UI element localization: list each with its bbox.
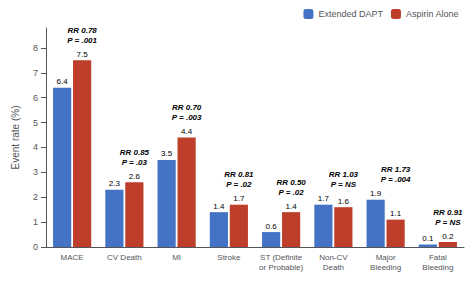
svg-text:3: 3 — [33, 167, 38, 177]
svg-text:1.4: 1.4 — [286, 202, 298, 211]
svg-text:1: 1 — [33, 217, 38, 227]
svg-text:RR 1.03: RR 1.03 — [329, 170, 359, 179]
svg-text:1.7: 1.7 — [233, 194, 245, 203]
svg-text:RR 0.50: RR 0.50 — [276, 178, 306, 187]
svg-text:Death: Death — [323, 263, 344, 272]
svg-text:P = .02: P = .02 — [278, 188, 304, 197]
svg-text:RR 0.91: RR 0.91 — [433, 208, 463, 217]
svg-text:Event rate (%): Event rate (%) — [10, 106, 21, 170]
svg-text:4: 4 — [33, 142, 38, 152]
svg-text:MI: MI — [172, 253, 181, 262]
svg-text:8: 8 — [33, 43, 38, 53]
svg-text:P = .001: P = .001 — [67, 36, 97, 45]
svg-text:P = .03: P = .03 — [122, 158, 148, 167]
svg-text:4.4: 4.4 — [181, 127, 193, 136]
svg-text:3.5: 3.5 — [161, 149, 173, 158]
svg-text:P = .004: P = .004 — [381, 175, 411, 184]
svg-text:2.3: 2.3 — [109, 179, 121, 188]
svg-text:6.4: 6.4 — [57, 77, 69, 86]
svg-text:MACE: MACE — [61, 253, 84, 262]
svg-text:1.1: 1.1 — [390, 209, 402, 218]
svg-text:Stroke: Stroke — [217, 253, 241, 262]
svg-text:0.6: 0.6 — [266, 222, 278, 231]
svg-text:0.2: 0.2 — [442, 232, 454, 241]
svg-text:0.1: 0.1 — [422, 234, 434, 243]
svg-text:0: 0 — [33, 242, 38, 252]
svg-text:1.7: 1.7 — [318, 194, 330, 203]
svg-text:RR 1.73: RR 1.73 — [381, 165, 411, 174]
svg-text:5: 5 — [33, 118, 38, 128]
svg-text:Bleeding: Bleeding — [370, 263, 401, 272]
svg-text:RR 0.81: RR 0.81 — [224, 170, 254, 179]
svg-text:or Probable): or Probable) — [259, 263, 303, 272]
svg-text:1.9: 1.9 — [370, 189, 382, 198]
svg-text:CV Death: CV Death — [107, 253, 142, 262]
svg-text:Aspirin Alone: Aspirin Alone — [406, 9, 459, 19]
svg-text:RR 0.85: RR 0.85 — [120, 148, 150, 157]
svg-text:P = NS: P = NS — [331, 180, 357, 189]
svg-text:ST (Definite: ST (Definite — [260, 253, 303, 262]
svg-text:1.4: 1.4 — [213, 202, 225, 211]
svg-text:P = .02: P = .02 — [226, 180, 252, 189]
svg-text:7.5: 7.5 — [77, 50, 89, 59]
svg-text:2: 2 — [33, 192, 38, 202]
svg-text:2.6: 2.6 — [129, 172, 141, 181]
svg-text:Bleeding: Bleeding — [422, 263, 453, 272]
svg-text:Fatal: Fatal — [429, 253, 447, 262]
svg-text:6: 6 — [33, 93, 38, 103]
svg-text:7: 7 — [33, 68, 38, 78]
svg-text:P = NS: P = NS — [435, 218, 461, 227]
svg-text:RR 0.78: RR 0.78 — [67, 26, 97, 35]
svg-text:Major: Major — [376, 253, 396, 262]
svg-text:RR 0.70: RR 0.70 — [172, 103, 202, 112]
svg-text:1.6: 1.6 — [338, 197, 350, 206]
svg-text:Extended DAPT: Extended DAPT — [318, 9, 383, 19]
svg-text:Non-CV: Non-CV — [319, 253, 348, 262]
svg-text:P = .003: P = .003 — [172, 113, 202, 122]
